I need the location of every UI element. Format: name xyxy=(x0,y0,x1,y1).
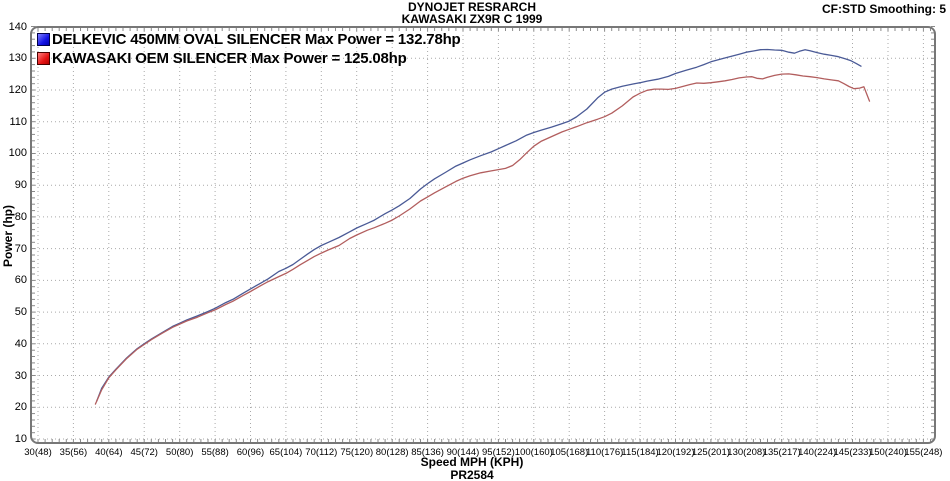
y-tick-label: 30 xyxy=(14,369,27,382)
x-tick-label: 135(217) xyxy=(762,447,801,458)
x-tick-label: 55(88) xyxy=(201,447,229,458)
legend-item-delkevic: DELKEVIC 450MM OVAL SILENCER Max Power =… xyxy=(37,30,461,49)
x-tick-label: 110(176) xyxy=(585,447,624,458)
x-tick-label: 145(233) xyxy=(833,447,872,458)
x-tick-label: 85(136) xyxy=(411,447,444,458)
x-tick-label: 80(128) xyxy=(375,447,409,458)
x-tick-label: 45(72) xyxy=(130,447,158,458)
legend-swatch-blue xyxy=(37,33,50,46)
y-tick-label: 140 xyxy=(8,20,27,33)
x-tick-label: 70(112) xyxy=(305,447,338,458)
x-tick-label: 155(248) xyxy=(904,447,943,458)
x-tick-label: 95(152) xyxy=(482,447,515,458)
y-tick-label: 90 xyxy=(14,179,27,192)
run-code: PR2584 xyxy=(450,468,494,481)
chart-title-line2: KAWASAKI ZX9R C 1999 xyxy=(401,12,543,26)
x-tick-label: 120(192) xyxy=(656,447,695,458)
legend-label-delkevic: DELKEVIC 450MM OVAL SILENCER Max Power =… xyxy=(52,31,461,48)
correction-smoothing-note: CF:STD Smoothing: 5 xyxy=(822,2,946,16)
legend-label-kawasaki-oem: KAWASAKI OEM SILENCER Max Power = 125.08… xyxy=(52,50,407,67)
x-tick-label: 30(48) xyxy=(24,447,52,458)
chart-legend: DELKEVIC 450MM OVAL SILENCER Max Power =… xyxy=(37,30,461,68)
x-tick-label: 65(104) xyxy=(269,447,303,458)
y-tick-label: 50 xyxy=(14,306,27,319)
y-tick-label: 60 xyxy=(14,274,27,287)
x-tick-label: 150(240) xyxy=(868,447,907,458)
y-tick-label: 100 xyxy=(8,147,27,160)
x-tick-label: 75(120) xyxy=(340,447,374,458)
x-tick-label: 100(160) xyxy=(514,447,553,458)
y-tick-label: 120 xyxy=(8,84,27,96)
x-tick-label: 140(224) xyxy=(798,447,837,458)
y-tick-label: 80 xyxy=(14,210,27,223)
x-tick-label: 90(144) xyxy=(446,447,480,458)
x-tick-label: 40(64) xyxy=(95,447,123,458)
legend-item-kawasaki-oem: KAWASAKI OEM SILENCER Max Power = 125.08… xyxy=(37,49,461,68)
x-axis-title: Speed MPH (KPH) xyxy=(420,455,524,469)
x-tick-label: 130(208) xyxy=(727,447,766,458)
y-tick-label: 110 xyxy=(9,115,27,128)
chart-title-line1: DYNOJET RESRARCH xyxy=(407,0,536,14)
y-tick-label: 130 xyxy=(8,52,27,65)
x-tick-label: 35(56) xyxy=(59,447,88,458)
x-tick-label: 105(168) xyxy=(550,447,589,458)
y-tick-label: 40 xyxy=(14,337,27,350)
chart-title-block: DYNOJET RESRARCH KAWASAKI ZX9R C 1999 xyxy=(0,1,944,25)
y-tick-label: 10 xyxy=(14,433,27,445)
x-tick-label: 60(96) xyxy=(236,447,265,458)
y-tick-label: 20 xyxy=(14,401,27,414)
x-tick-label: 50(80) xyxy=(165,447,194,458)
legend-swatch-red xyxy=(37,52,50,65)
x-tick-label: 125(201) xyxy=(691,447,730,458)
y-axis-title: Power (hp) xyxy=(1,205,15,267)
y-tick-label: 70 xyxy=(14,242,27,255)
x-tick-label: 115(184) xyxy=(621,447,659,458)
